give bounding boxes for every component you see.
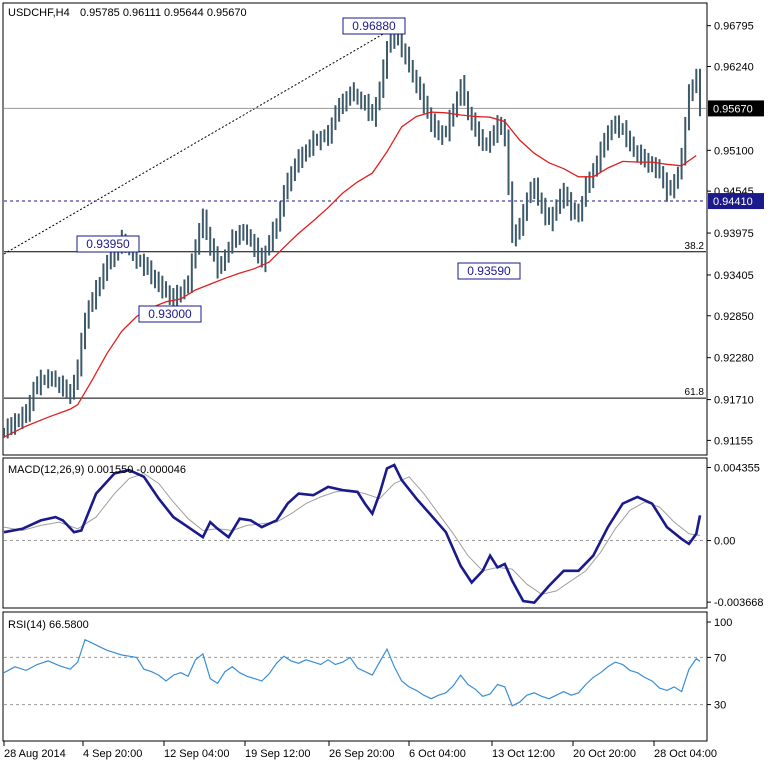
- rsi-label: RSI(14) 66.5800: [8, 619, 89, 631]
- trendline: [3, 22, 403, 255]
- price-candles: [3, 18, 701, 439]
- x-tick-label: 28 Oct 04:00: [654, 748, 717, 760]
- price-tag-box: [708, 193, 764, 210]
- price-tick-label: 0.95100: [714, 145, 754, 157]
- macd-label: MACD(12,26,9) 0.001550 -0.000046: [8, 464, 186, 476]
- x-tick-label: 19 Sep 12:00: [245, 748, 310, 760]
- price-tick-label: 0.93975: [714, 228, 754, 240]
- price-annotation-box: [76, 235, 140, 253]
- x-tick-label: 20 Oct 20:00: [573, 748, 636, 760]
- x-tick-label: 13 Oct 12:00: [492, 748, 555, 760]
- time-axis: 28 Aug 2014 4 Sep 20:00 12 Sep 04:00 19 Sep…: [3, 741, 717, 760]
- macd-lines: [3, 463, 706, 604]
- price-annotation-label: 0.93000: [148, 307, 192, 321]
- x-tick-label: 6 Oct 04:00: [409, 748, 466, 760]
- moving-average-line: [3, 111, 697, 438]
- price-annotation-box: [342, 17, 406, 35]
- moving-average: [3, 111, 697, 438]
- price-axis: 0.967950.962400.951000.945450.939750.934…: [707, 21, 764, 447]
- price-panel: 38.2 61.8 0.96880 0.93950 0.93000 0.93590 0.…: [2, 2, 764, 456]
- price-tick-label: 0.92280: [714, 353, 754, 365]
- price-tag-label: 0.94410: [713, 196, 753, 208]
- x-tick-label: 12 Sep 04:00: [164, 748, 229, 760]
- price-tick-label: 0.93405: [714, 270, 754, 282]
- fib-level-label: 61.8: [685, 387, 705, 398]
- fib-level-label: 38.2: [685, 241, 705, 252]
- price-tick-label: 0.96240: [714, 62, 754, 74]
- macd-axis: 0.004355 0.00 -0.003668: [707, 462, 764, 609]
- price-annotation-box: [138, 305, 202, 323]
- chart-header-ohlc: 0.95785 0.96111 0.95644 0.95670: [80, 7, 247, 19]
- price-annotation-label: 0.93590: [467, 264, 511, 278]
- macd-tick-label: -0.003668: [714, 597, 764, 609]
- price-tick-label: 0.92850: [714, 311, 754, 323]
- price-annotation-label: 0.93950: [86, 237, 130, 251]
- price-annotation-box: [457, 262, 521, 280]
- x-tick-label: 4 Sep 20:00: [83, 748, 142, 760]
- price-tag-label: 0.95670: [713, 103, 753, 115]
- macd-panel: 0.004355 0.00 -0.003668 MACD(12,26,9) 0.00…: [2, 457, 764, 609]
- price-tick-label: 0.91155: [714, 435, 753, 447]
- x-tick-label: 28 Aug 2014: [4, 748, 66, 760]
- chart-header-symbol: USDCHF,H4: [8, 7, 70, 19]
- macd-main-line: [3, 463, 702, 604]
- rsi-tick-label: 100: [714, 617, 732, 629]
- price-annotations: 0.96880 0.93950 0.93000 0.93590: [76, 17, 521, 323]
- price-annotation-label: 0.96880: [352, 19, 396, 33]
- rsi-tick-label: 30: [714, 700, 726, 712]
- x-tick-label: 26 Sep 20:00: [329, 748, 394, 760]
- price-trendline: [3, 22, 403, 255]
- price-tick-label: 0.96795: [714, 21, 754, 33]
- rsi-line: [3, 638, 701, 707]
- price-tick-label: 0.91710: [714, 395, 754, 407]
- price-tag-box: [708, 100, 764, 117]
- rsi-tick-label: 70: [714, 652, 726, 664]
- macd-tick-label: 0.004355: [714, 462, 760, 474]
- macd-tick-label: 0.00: [714, 536, 735, 548]
- rsi-axis: 100 70 30: [707, 617, 732, 712]
- rsi-panel: 100 70 30 RSI(14) 66.5800: [2, 611, 732, 742]
- rsi-lines: [3, 638, 706, 707]
